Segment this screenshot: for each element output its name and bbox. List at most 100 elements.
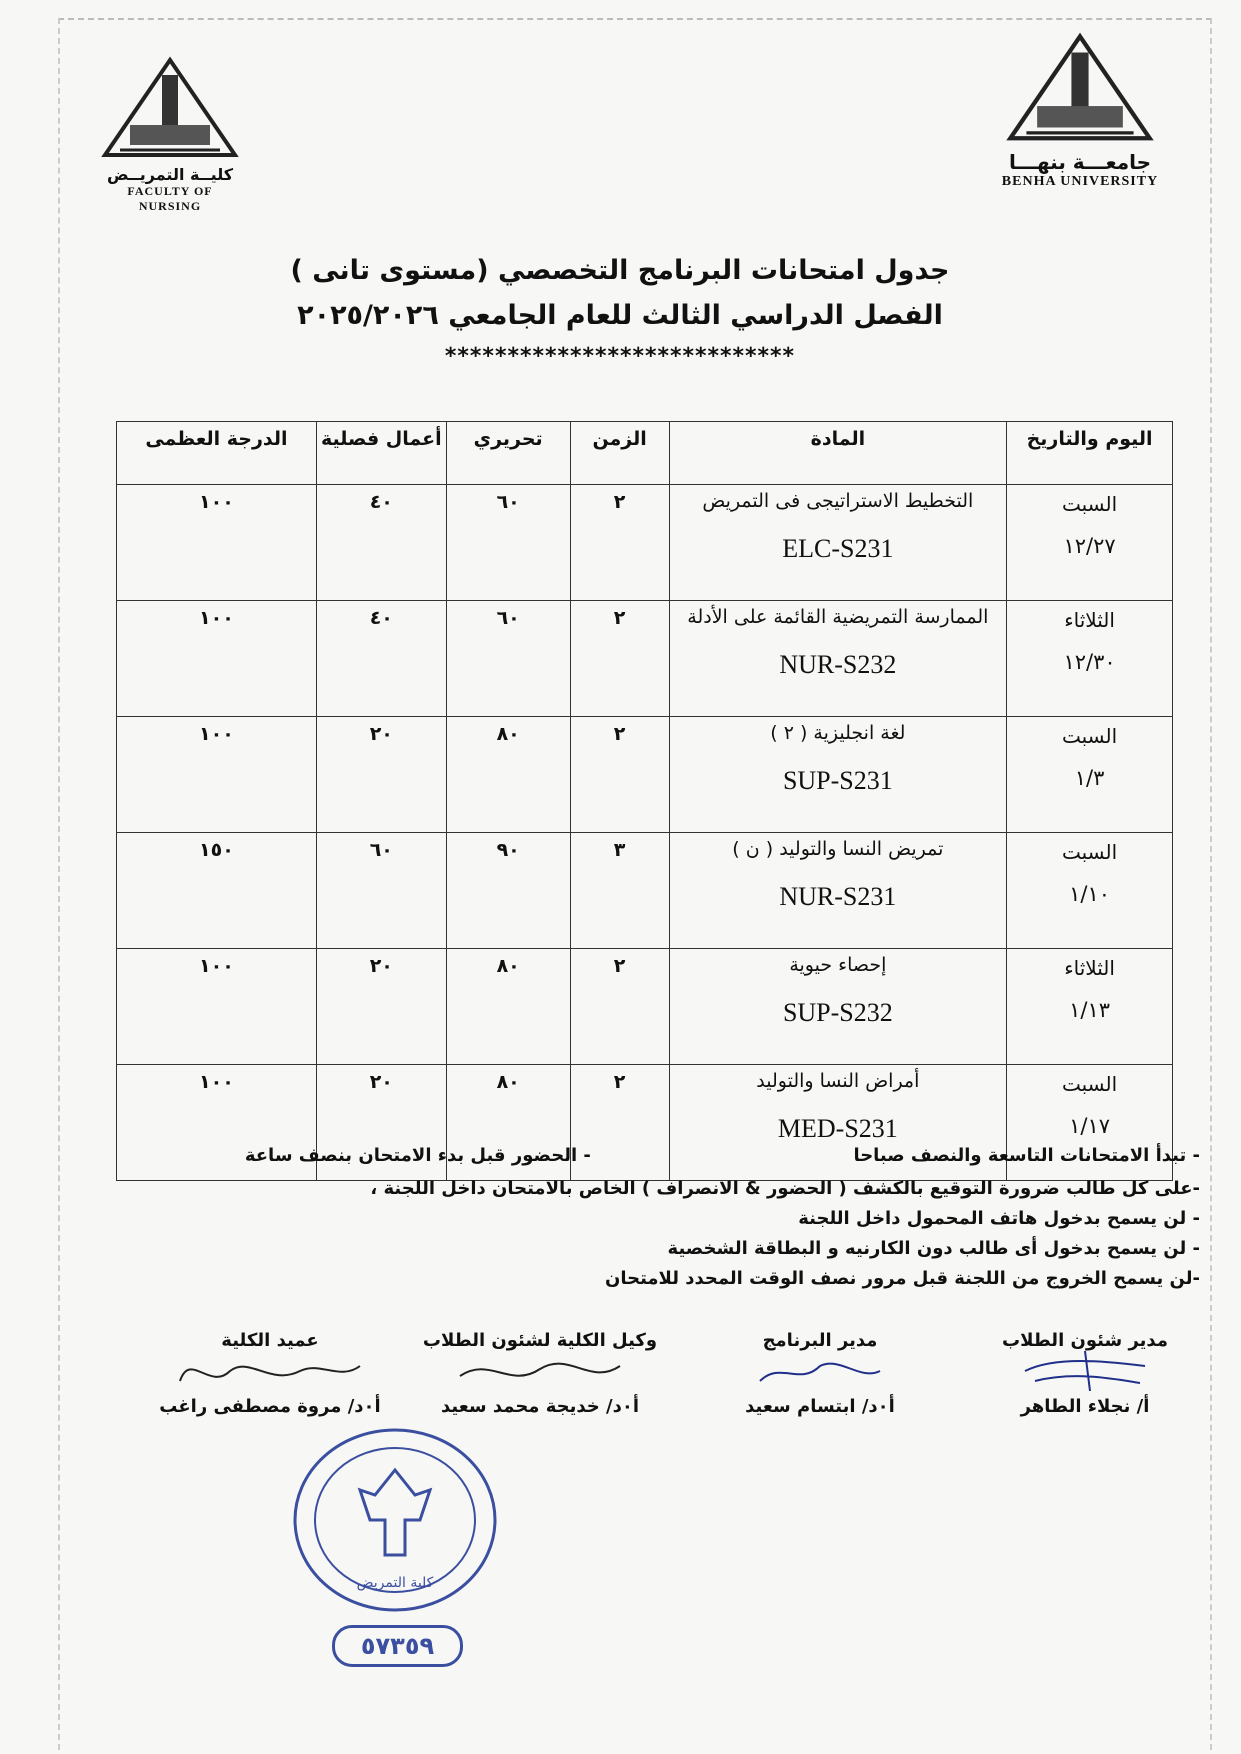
signatory-name: أ٠د/ ابتسام سعيد [745,1396,895,1417]
stars-divider: **************************** [444,344,796,369]
coursework-cell: ٢٠ [315,716,447,833]
day-date-cell: السبت ١٢/٢٧ [1006,484,1173,601]
signature-block-program-director: مدير البرنامج أ٠د/ ابتسام سعيد [720,1330,920,1417]
column-header-subject: المادة [668,421,1008,485]
exam-date: ١/١٠ [1069,882,1111,906]
table-row: السبت ١/١٧ أمراض النسا والتوليد MED-S231 ٢ ٨٠… [116,1064,1173,1181]
written-cell: ٦٠ [445,484,571,601]
exam-date: ١٢/٣٠ [1063,650,1116,674]
course-code: MED-S231 [777,1114,898,1143]
course-code: ELC-S231 [782,534,894,563]
signature-block-dean: عميد الكلية أ٠د/ مروة مصطفى راغب [145,1330,395,1417]
coursework-cell: ٢٠ [315,1064,447,1181]
signature-role: عميد الكلية [221,1330,319,1351]
signatory-name: أ/ نجلاء الطاهر [1020,1396,1150,1417]
stamp-serial-number: ٥٧٣٥٩ [332,1625,463,1667]
table-row: الثلاثاء ١/١٣ إحصاء حيوية SUP-S232 ٢ ٨٠ ٢٠ ١٠٠ [116,948,1173,1065]
subject-name: لغة انجليزية ( ٢ ) [770,722,906,744]
course-code: NUR-S231 [779,882,897,911]
faculty-logo: كليــة التمريــض FACULTY OF NURSING [95,55,245,214]
subject-cell: تمريض النسا والتوليد ( ن ) NUR-S231 [668,832,1008,949]
total-cell: ١٠٠ [116,1064,317,1181]
official-stamp: كلية التمريض [293,1428,497,1612]
signature-block-vice-dean: وكيل الكلية لشئون الطلاب أ٠د/ خديجة محمد… [420,1330,660,1417]
exam-date: ١/١٣ [1069,998,1111,1022]
subject-name: تمريض النسا والتوليد ( ن ) [732,838,944,860]
time-cell: ٣ [569,832,670,949]
subject-cell: إحصاء حيوية SUP-S232 [668,948,1008,1065]
university-logo: جامعـــة بنهـــا BENHA UNIVERSITY [990,30,1170,190]
time-cell: ٢ [569,600,670,717]
note-line-5: -لن يسمح الخروج من اللجنة قبل مرور نصف ا… [604,1268,1200,1289]
handwritten-signature [759,1362,881,1382]
faculty-seal-icon [101,56,239,157]
subject-cell: الممارسة التمريضية القائمة على الأدلة NUR… [668,600,1008,717]
table-row: السبت ١٢/٢٧ التخطيط الاستراتيجى فى التمريض… [116,484,1173,601]
exam-schedule-table: اليوم والتاريخ المادة الزمن تحريري أعمال… [116,421,1173,1181]
column-header-time: الزمن [569,421,670,485]
total-cell: ١٠٠ [116,484,317,601]
coursework-cell: ٤٠ [315,484,447,601]
signatory-name: أ٠د/ خديجة محمد سعيد [441,1396,639,1417]
written-cell: ٨٠ [445,716,571,833]
handwritten-signature [179,1365,361,1382]
faculty-name-arabic: كليــة التمريــض [106,165,234,184]
total-cell: ١٠٠ [116,948,317,1065]
exam-day: الثلاثاء [1064,608,1115,632]
page-border [58,18,1212,1750]
day-date-cell: السبت ١/١٠ [1006,832,1173,949]
table-header-row: اليوم والتاريخ المادة الزمن تحريري أعمال… [116,421,1173,485]
signature-role: مدير البرنامج [762,1330,878,1351]
exam-date: ١/١٧ [1069,1114,1111,1138]
time-cell: ٢ [569,948,670,1065]
written-cell: ٨٠ [445,948,571,1065]
exam-date: ١/٣ [1074,766,1105,790]
coursework-cell: ٦٠ [315,832,447,949]
subject-name: التخطيط الاستراتيجى فى التمريض [702,490,974,512]
subject-name: أمراض النسا والتوليد [756,1070,920,1092]
eagle-emblem-icon [357,1467,433,1557]
signature-role: وكيل الكلية لشئون الطلاب [422,1330,658,1351]
written-cell: ٦٠ [445,600,571,717]
exam-day: السبت [1061,1072,1118,1096]
day-date-cell: السبت ١/١٧ [1006,1064,1173,1181]
table-row: الثلاثاء ١٢/٣٠ الممارسة التمريضية القائمة … [116,600,1173,717]
coursework-cell: ٢٠ [315,948,447,1065]
written-cell: ٩٠ [445,832,571,949]
handwritten-signature [1024,1350,1146,1392]
note-line-1: - تبدأ الامتحانات التاسعة والنصف صباحا -… [150,1145,1200,1166]
course-code: NUR-S232 [779,650,897,679]
subject-cell: التخطيط الاستراتيجى فى التمريض ELC-S231 [668,484,1008,601]
coursework-cell: ٤٠ [315,600,447,717]
subject-cell: لغة انجليزية ( ٢ ) SUP-S231 [668,716,1008,833]
exam-day: السبت [1061,840,1118,864]
written-cell: ٨٠ [445,1064,571,1181]
university-name-arabic: جامعـــة بنهـــا [1008,150,1152,174]
course-code: SUP-S231 [782,766,893,795]
column-header-total: الدرجة العظمى [116,421,317,485]
total-cell: ١٠٠ [116,716,317,833]
subject-name: الممارسة التمريضية القائمة على الأدلة [687,606,989,628]
column-header-day-date: اليوم والتاريخ [1006,421,1173,485]
time-cell: ٢ [569,484,670,601]
column-header-coursework: أعمال فصلية [315,421,447,485]
handwritten-signature [459,1362,621,1377]
document-subtitle: الفصل الدراسي الثالث للعام الجامعي ٢٠٢٥/… [297,300,943,331]
note-line-4: - لن يسمح بدخول أى طالب دون الكارنيه و ا… [667,1238,1200,1259]
total-cell: ١٠٠ [116,600,317,717]
exam-day: السبت [1061,492,1118,516]
time-cell: ٢ [569,1064,670,1181]
signature-block-student-affairs-director: مدير شئون الطلاب أ/ نجلاء الطاهر [985,1330,1185,1417]
university-seal-icon [1006,32,1154,141]
exam-day: السبت [1061,724,1118,748]
table-row: السبت ١/١٠ تمريض النسا والتوليد ( ن ) NUR-S… [116,832,1173,949]
subject-name: إحصاء حيوية [789,954,887,976]
day-date-cell: السبت ١/٣ [1006,716,1173,833]
signature-role: مدير شئون الطلاب [1002,1330,1168,1351]
faculty-name-english: FACULTY OF NURSING [127,184,213,213]
subject-cell: أمراض النسا والتوليد MED-S231 [668,1064,1008,1181]
note-start-time: - تبدأ الامتحانات التاسعة والنصف صباحا [853,1145,1200,1166]
stamp-text: كلية التمريض [357,1575,434,1591]
day-date-cell: الثلاثاء ١٢/٣٠ [1006,600,1173,717]
total-cell: ١٥٠ [116,832,317,949]
